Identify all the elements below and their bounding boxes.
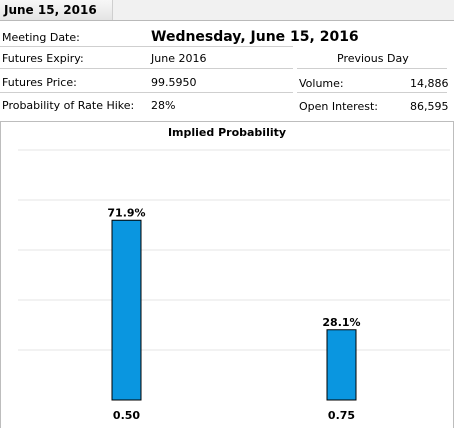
futures-price-value: 99.5950 [151,76,197,89]
implied-probability-chart: Implied Probability 71.9% 0.50 28.1% 0.75 [0,121,454,428]
category-label: 0.50 [113,409,140,422]
open-interest-value: 86,595 [410,100,449,113]
bar-0.50[interactable] [111,219,142,401]
meeting-date-value: Wednesday, June 15, 2016 [151,29,359,45]
rate-hike-probability-label: Probability of Rate Hike: [2,99,135,112]
divider-3 [0,92,293,93]
bar-data-label: 28.1% [322,316,360,329]
futures-price-label: Futures Price: [2,76,77,89]
date-tab-title[interactable]: June 15, 2016 [4,3,97,17]
meeting-date-label: Meeting Date: [2,31,80,44]
futures-expiry-value: June 2016 [151,52,207,65]
tab-bar: June 15, 2016 [0,0,454,21]
futures-expiry-label: Futures Expiry: [2,52,84,65]
category-label: 0.75 [328,409,355,422]
volume-value: 14,886 [410,77,449,90]
tab-strip-empty [112,0,454,20]
bar-0.75[interactable] [326,329,357,401]
chart-plot: 71.9% 0.50 28.1% 0.75 [18,149,450,422]
bar-data-label: 71.9% [107,206,145,219]
divider-1 [0,46,293,47]
previous-day-divider-1 [297,68,447,69]
previous-day-title: Previous Day [337,52,409,65]
volume-label: Volume: [299,77,344,90]
rate-hike-probability-value: 28% [151,99,176,112]
chart-title: Implied Probability [167,126,287,139]
previous-day-divider-2 [297,92,447,93]
divider-2 [0,68,293,69]
open-interest-label: Open Interest: [299,100,378,113]
